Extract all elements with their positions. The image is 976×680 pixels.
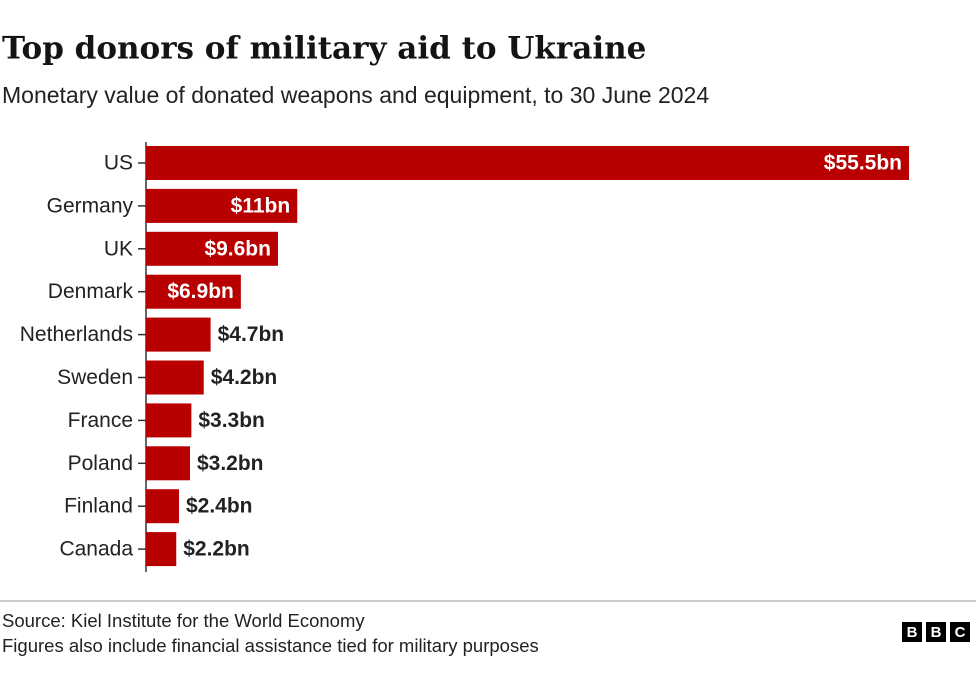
category-label: US [104,152,133,175]
value-label: $11bn [231,194,291,217]
value-label: $3.2bn [197,452,264,475]
logo-letter: B [907,624,918,641]
logo-box [926,622,946,642]
value-label: $2.2bn [183,538,250,561]
value-label: $6.9bn [167,280,234,303]
value-label: $4.7bn [218,323,285,346]
logo-letter: C [955,624,966,641]
category-label: Denmark [48,280,134,303]
value-label: $55.5bn [824,152,902,175]
bar [146,403,192,438]
category-label: Finland [64,495,133,518]
value-label: $4.2bn [211,366,278,389]
logo-box [950,622,970,642]
category-label: UK [104,237,133,260]
bar [146,360,204,395]
category-label: France [68,409,133,432]
source: Source: Kiel Institute for the World Eco… [2,610,365,631]
bar [146,489,179,524]
bar [146,231,278,266]
value-label: $9.6bn [204,237,271,260]
value-label: $3.3bn [198,409,265,432]
bar [146,446,190,481]
bar [146,317,211,352]
bar [146,188,298,223]
chart-title: Top donors of military aid to Ukraine [2,31,646,67]
category-label: Germany [47,194,134,217]
bar [146,146,909,180]
logo-letter: B [931,624,942,641]
chart-subtitle: Monetary value of donated weapons and eq… [2,82,709,108]
bar [146,532,177,567]
category-label: Poland [68,452,133,475]
logo-box [902,622,922,642]
value-label: $2.4bn [186,495,253,518]
note: Figures also include financial assistanc… [2,635,539,656]
bar [146,274,241,309]
category-label: Canada [59,538,133,561]
category-label: Netherlands [20,323,133,346]
category-label: Sweden [57,366,133,389]
